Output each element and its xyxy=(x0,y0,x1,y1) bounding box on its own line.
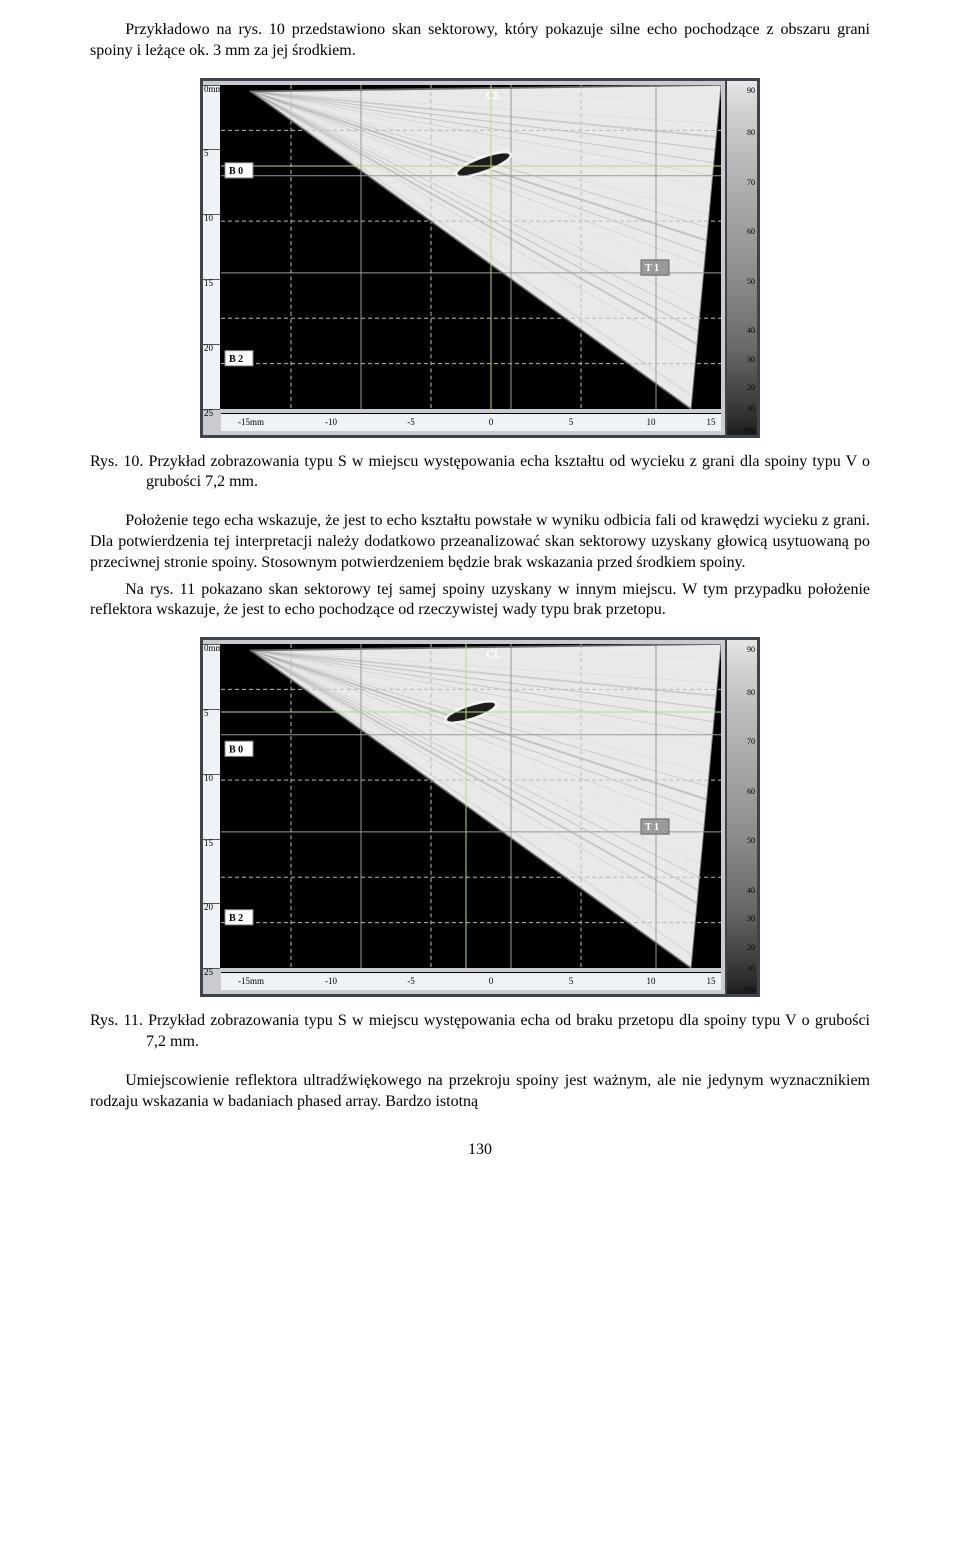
figure-11: 0mm510152025 CL B 0 B 2 T 1 -15mm-10-505101… xyxy=(90,637,870,997)
figure-10: 0mm510152025 CL B 0 B 2 T 1 -15mm-10-505101… xyxy=(90,78,870,438)
scan-left-10: 0mm510152025 CL B 0 B 2 T 1 -15mm-10-505101… xyxy=(203,81,725,435)
paragraph-2: Położenie tego echa wskazuje, że jest to… xyxy=(90,511,870,573)
intensity-bar-11: 9080706050403020100% xyxy=(725,640,757,994)
intensity-bar-10: 9080706050403020100% xyxy=(725,81,757,435)
svg-text:B 2: B 2 xyxy=(229,353,243,364)
svg-text:T 1: T 1 xyxy=(645,263,659,274)
scan-left-11: 0mm510152025 CL B 0 B 2 T 1 -15mm-10-505101… xyxy=(203,640,725,994)
page-number: 130 xyxy=(90,1140,870,1161)
caption-fig11-text: Rys. 11. Przykład zobrazowania typu S w … xyxy=(90,1011,870,1053)
svg-text:B 0: B 0 xyxy=(229,744,243,755)
paragraph-1: Przykładowo na rys. 10 przedstawiono ska… xyxy=(90,20,870,62)
scan-view-11: CL B 0 B 2 T 1 xyxy=(221,644,721,968)
paragraph-4: Umiejscowienie reflektora ultradźwiękowe… xyxy=(90,1071,870,1113)
caption-fig11: Rys. 11. Przykład zobrazowania typu S w … xyxy=(90,1011,870,1053)
ruler-left-11: 0mm510152025 xyxy=(203,644,221,968)
svg-text:T 1: T 1 xyxy=(645,822,659,833)
scan-outer-10: 0mm510152025 CL B 0 B 2 T 1 -15mm-10-505101… xyxy=(200,78,760,438)
paragraph-3: Na rys. 11 pokazano skan sektorowy tej s… xyxy=(90,580,870,622)
ruler-left-10: 0mm510152025 xyxy=(203,85,221,409)
svg-text:B 2: B 2 xyxy=(229,913,243,924)
ruler-bottom-11: -15mm-10-5051015 xyxy=(221,972,721,990)
caption-fig10: Rys. 10. Przykład zobrazowania typu S w … xyxy=(90,452,870,494)
ruler-bottom-10: -15mm-10-5051015 xyxy=(221,413,721,431)
scan-view-10: CL B 0 B 2 T 1 xyxy=(221,85,721,409)
svg-text:CL: CL xyxy=(486,90,501,102)
svg-text:CL: CL xyxy=(486,649,501,661)
caption-fig10-text: Rys. 10. Przykład zobrazowania typu S w … xyxy=(90,452,870,494)
svg-text:B 0: B 0 xyxy=(229,165,243,176)
scan-outer-11: 0mm510152025 CL B 0 B 2 T 1 -15mm-10-505101… xyxy=(200,637,760,997)
